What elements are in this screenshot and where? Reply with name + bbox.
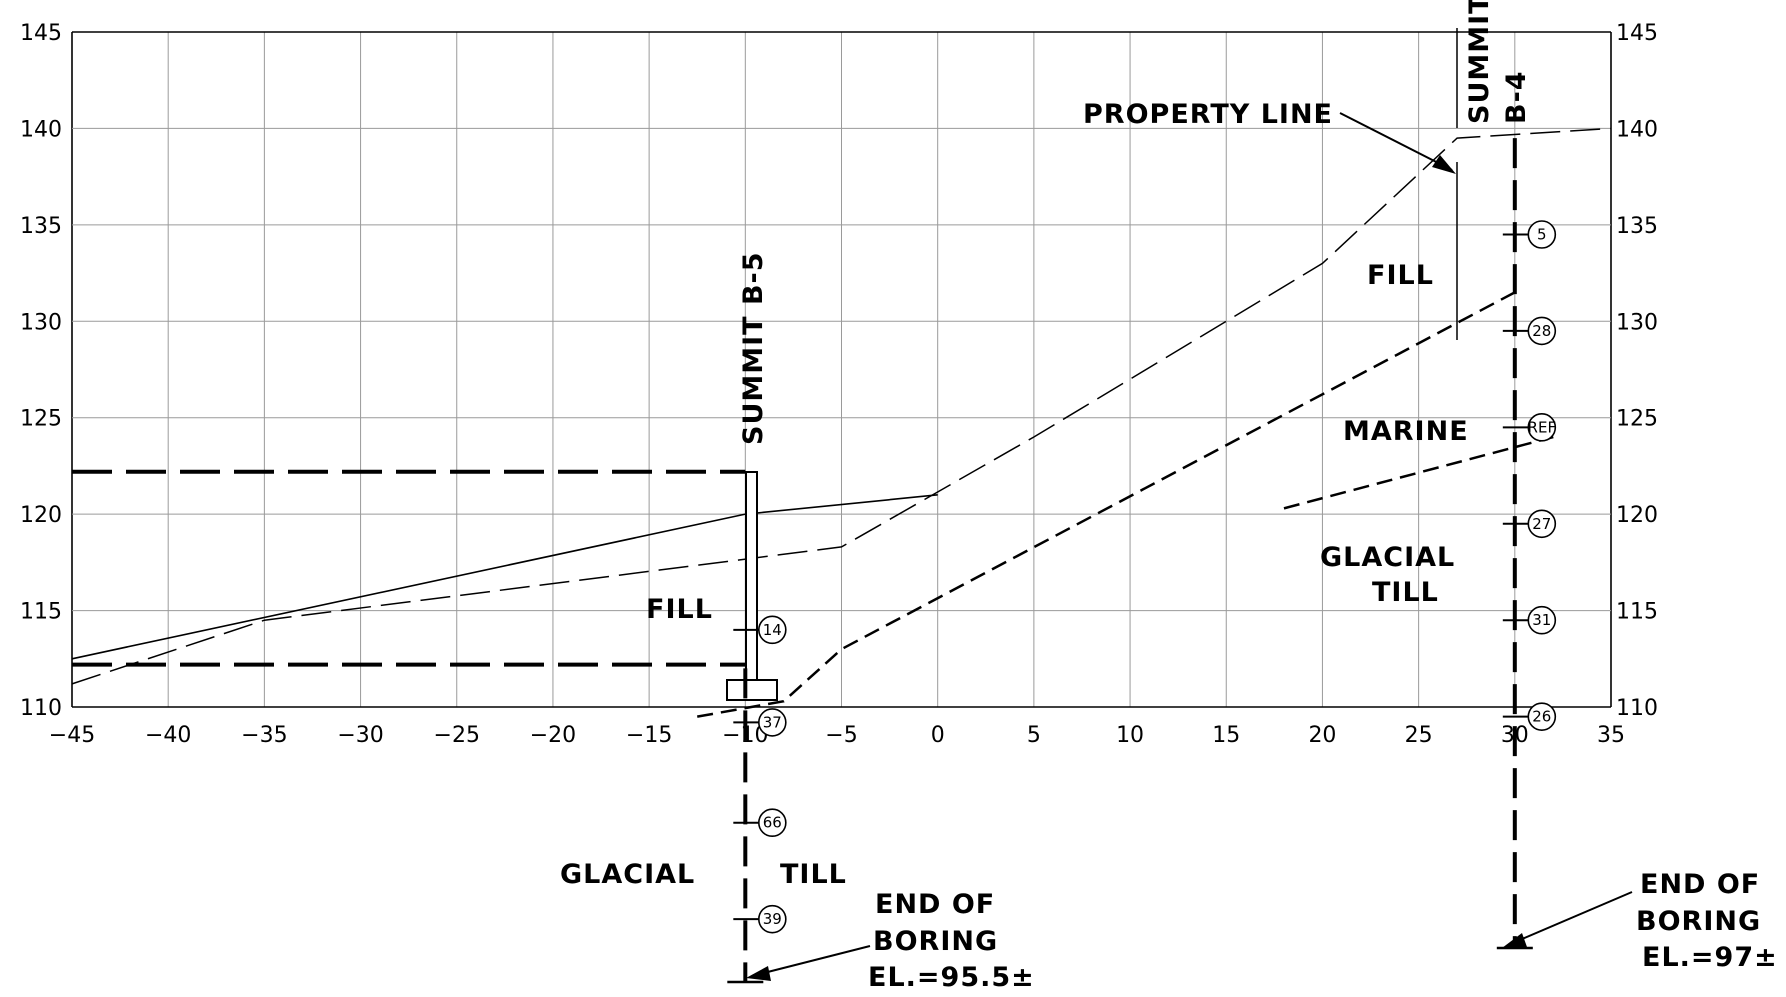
summit-b4-label-line1: SUMMIT xyxy=(1464,0,1495,124)
summit-b5-label: SUMMIT B-5 xyxy=(738,251,769,445)
property-line-label: PROPERTY LINE xyxy=(1083,99,1333,130)
x-tick-label: −45 xyxy=(49,723,95,748)
y-tick-label-right: 120 xyxy=(1616,503,1658,528)
till-label-right: TILL xyxy=(1372,577,1439,608)
x-tick-label: 5 xyxy=(1027,723,1041,748)
blow-count-label: 5 xyxy=(1537,226,1547,244)
y-tick-label-right: 140 xyxy=(1616,117,1658,142)
fill-label-right: FILL xyxy=(1367,260,1434,291)
blow-count-label: REF xyxy=(1528,418,1557,436)
blow-count-circle xyxy=(758,708,787,737)
end-of-label-right: END OF xyxy=(1640,869,1760,900)
x-tick-label: 20 xyxy=(1308,723,1336,748)
summit-b4-label-line2: B-4 xyxy=(1501,70,1532,124)
elevation-label-left: EL.=95.5± xyxy=(868,962,1035,992)
end-boring-arrowhead-right xyxy=(1502,933,1527,948)
blow-count-circle xyxy=(1527,702,1557,731)
x-axis-tick-labels: −45−40−35−30−25−20−15−10−505101520253035 xyxy=(49,723,1625,748)
blow-count-circle xyxy=(1527,605,1557,635)
x-tick-label: −30 xyxy=(337,723,383,748)
boring-label-right: BORING xyxy=(1636,906,1761,937)
x-tick-label: 0 xyxy=(931,723,945,748)
blow-count-circle xyxy=(1527,316,1557,346)
blow-count-label: 66 xyxy=(763,814,782,832)
existing-ground-line xyxy=(71,494,938,660)
fill-label-left: FILL xyxy=(646,594,713,625)
property-line-arrowhead xyxy=(1432,155,1456,174)
proposed-grade-line xyxy=(71,127,1612,685)
till-label-left: TILL xyxy=(780,859,847,890)
blow-count-circle xyxy=(1527,509,1557,539)
blow-count-circle xyxy=(1527,220,1557,249)
glacial-label-right: GLACIAL xyxy=(1320,542,1455,573)
elevation-label-right: EL.=97± xyxy=(1642,942,1778,973)
x-tick-label: 25 xyxy=(1405,723,1433,748)
y-tick-label-left: 120 xyxy=(20,503,62,528)
blow-count-label: 27 xyxy=(1532,515,1551,533)
y-tick-label-left: 115 xyxy=(20,600,62,625)
marine-label: MARINE xyxy=(1343,416,1469,447)
b5-wall-outline xyxy=(745,471,758,683)
end-boring-arrowhead-left xyxy=(746,966,771,981)
blow-count-circle xyxy=(758,904,787,934)
y-tick-label-left: 130 xyxy=(20,310,62,335)
blow-count-label: 28 xyxy=(1532,322,1551,340)
y-tick-label-right: 125 xyxy=(1616,407,1658,432)
y-tick-label-right: 130 xyxy=(1616,310,1658,335)
y-tick-label-left: 135 xyxy=(20,214,62,239)
b5-footing-outline xyxy=(726,679,778,701)
end-of-label-left: END OF xyxy=(875,889,995,920)
y-tick-label-left: 140 xyxy=(20,117,62,142)
blow-count-circle xyxy=(758,615,787,645)
x-tick-label: −5 xyxy=(825,723,857,748)
x-tick-label: 10 xyxy=(1116,723,1144,748)
blow-count-label: 37 xyxy=(763,713,782,731)
fill-till-boundary-line xyxy=(696,291,1516,718)
blow-count-label: 39 xyxy=(763,910,782,928)
y-axis-tick-labels-right: 145 140 135 130 125 120 115 110 xyxy=(1616,21,1658,721)
blow-count-label: 31 xyxy=(1532,611,1551,629)
x-tick-label: −20 xyxy=(530,723,576,748)
grid xyxy=(71,31,1612,708)
y-tick-label-right: 115 xyxy=(1616,600,1658,625)
x-tick-label: 15 xyxy=(1212,723,1240,748)
y-tick-label-right: 110 xyxy=(1616,696,1658,721)
y-axis-tick-labels-left: 145 140 135 130 125 120 115 110 xyxy=(20,21,62,721)
boring-label-left: BORING xyxy=(873,926,998,957)
blow-count-label: 14 xyxy=(763,621,782,639)
glacial-label-left: GLACIAL xyxy=(560,859,695,890)
property-line-leader xyxy=(1339,112,1453,171)
end-boring-leader-left xyxy=(751,945,871,977)
blow-count-circle xyxy=(1527,413,1557,442)
y-tick-label-right: 135 xyxy=(1616,214,1658,239)
blow-count-label: 26 xyxy=(1532,708,1551,726)
y-tick-label-right: 145 xyxy=(1616,21,1658,46)
y-tick-label-left: 125 xyxy=(20,407,62,432)
x-tick-label: 35 xyxy=(1597,723,1625,748)
blow-count-circle xyxy=(758,808,787,838)
strata-lines xyxy=(71,127,1612,718)
x-tick-label: −35 xyxy=(241,723,287,748)
borings: 14 37 66 39 5 28 REF 27 31 26 xyxy=(727,138,1557,984)
x-tick-label: −15 xyxy=(626,723,672,748)
y-tick-label-left: 110 xyxy=(20,696,62,721)
end-boring-leader-right xyxy=(1507,891,1633,946)
x-tick-label: −25 xyxy=(434,723,480,748)
x-tick-label: −40 xyxy=(145,723,191,748)
y-tick-label-left: 145 xyxy=(20,21,62,46)
